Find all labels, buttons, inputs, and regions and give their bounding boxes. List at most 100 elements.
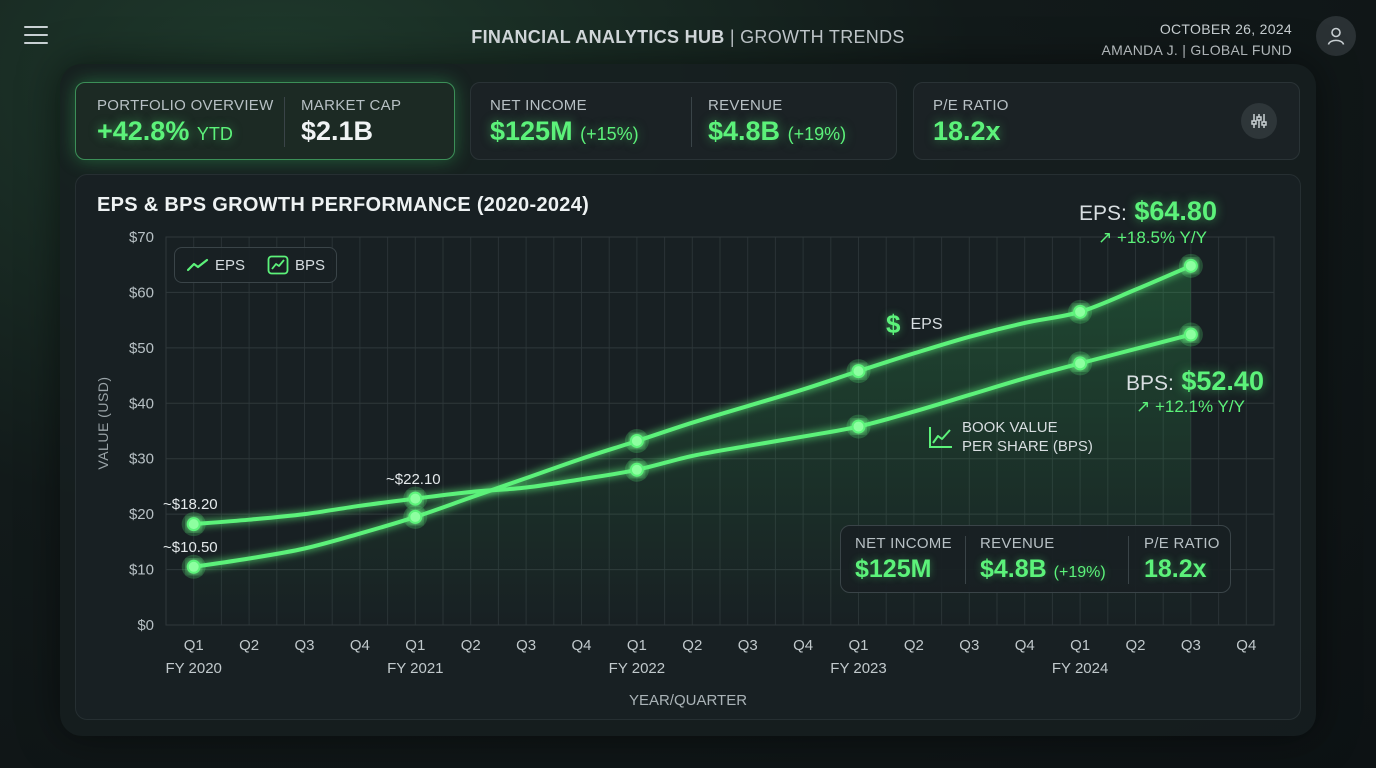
portfolio-value-row: +42.8% YTD — [97, 116, 274, 147]
eps-point — [1073, 304, 1088, 319]
net-income-cell: NET INCOME $125M (+15%) — [490, 83, 639, 161]
net-income-label: NET INCOME — [490, 97, 587, 114]
revenue-change: (+19%) — [787, 124, 847, 144]
bps-point — [1183, 327, 1198, 342]
x-tick-label: Q1 — [1070, 637, 1090, 654]
chart-trend-icon — [929, 427, 952, 448]
dollar-icon: $ — [886, 309, 901, 339]
x-tick-label: Q1 — [184, 637, 204, 654]
portfolio-card[interactable]: PORTFOLIO OVERVIEW +42.8% YTD MARKET CAP… — [75, 82, 455, 160]
x-tick-label: Q1 — [848, 637, 868, 654]
bps-annotation-line2: PER SHARE (BPS) — [962, 438, 1093, 455]
y-tick-label: $10 — [129, 562, 154, 579]
divider — [965, 536, 966, 584]
header-user: AMANDA J. | GLOBAL FUND — [1101, 42, 1292, 58]
pe-ratio-card[interactable]: P/E RATIO 18.2x — [913, 82, 1300, 160]
legend-label-bps: BPS — [295, 256, 326, 274]
portfolio-value: +42.8% — [97, 116, 190, 146]
summary-pe-ratio-value: 18.2x — [1144, 555, 1207, 583]
summary-net-income-label: NET INCOME — [855, 535, 952, 552]
x-tick-label: Q2 — [682, 637, 702, 654]
summary-net-income: NET INCOME $125M — [855, 535, 952, 584]
y-tick-label: $60 — [129, 284, 154, 301]
chart-legend: EPS BPS — [174, 247, 337, 283]
bps-annotation-line1: BOOK VALUE — [962, 419, 1058, 436]
user-icon — [1327, 27, 1345, 45]
x-tick-label: Q3 — [959, 637, 979, 654]
summary-pe-ratio: P/E RATIO 18.2x — [1144, 535, 1220, 584]
eps-line — [191, 263, 1193, 569]
net-income-change: (+15%) — [580, 124, 639, 144]
revenue-label: REVENUE — [708, 97, 783, 114]
x-tick-label: Q1 — [405, 637, 425, 654]
portfolio-cell: PORTFOLIO OVERVIEW +42.8% YTD — [97, 83, 274, 161]
app-title: FINANCIAL ANALYTICS HUB | GROWTH TRENDS — [0, 27, 1376, 48]
app-title-main: FINANCIAL ANALYTICS HUB — [471, 27, 725, 47]
bps-change: ↗ +12.1% Y/Y — [1136, 397, 1245, 416]
legend-item-eps[interactable]: EPS — [187, 257, 245, 274]
start-bps-label: ~$10.50 — [163, 539, 218, 556]
y-tick-label: $40 — [129, 395, 154, 412]
revenue-cell: REVENUE $4.8B (+19%) — [708, 83, 846, 161]
bps-point — [408, 491, 423, 506]
eps-annotation: $ EPS — [886, 309, 942, 340]
x-tick-label: Q4 — [1015, 637, 1035, 654]
x-tick-label: Q2 — [239, 637, 259, 654]
avatar[interactable] — [1316, 16, 1356, 56]
divider — [691, 97, 692, 147]
legend-label-eps: EPS — [215, 256, 246, 274]
summary-revenue-label: REVENUE — [980, 535, 1055, 552]
summary-revenue: REVENUE $4.8B (+19%) — [980, 535, 1106, 584]
legend-item-bps[interactable]: BPS — [267, 255, 325, 275]
x-tick-label: Q4 — [793, 637, 813, 654]
summary-net-income-value: $125M — [855, 555, 932, 583]
pe-ratio-value: 18.2x — [933, 116, 1001, 146]
summary-revenue-value: $4.8B — [980, 555, 1047, 583]
revenue-value: $4.8B — [708, 116, 781, 146]
x-tick-label: Q3 — [1181, 637, 1201, 654]
y-axis-label: VALUE (USD) — [95, 376, 111, 469]
summary-pe-ratio-label: P/E RATIO — [1144, 535, 1220, 552]
divider — [1128, 536, 1129, 584]
eps-annotation-label: EPS — [910, 315, 943, 333]
x-tick-label: Q4 — [1236, 637, 1256, 654]
x-tick-label: Q3 — [738, 637, 758, 654]
x-year-label: FY 2023 — [830, 660, 886, 677]
summary-revenue-value-row: $4.8B (+19%) — [980, 555, 1106, 584]
bps-point — [629, 462, 644, 477]
header-date: OCTOBER 26, 2024 — [1159, 21, 1292, 37]
x-year-label: FY 2024 — [1052, 660, 1108, 677]
y-tick-label: $20 — [129, 506, 154, 523]
header-meta: OCTOBER 26, 2024 AMANDA J. | GLOBAL FUND — [1102, 19, 1293, 61]
y-tick-label: $0 — [137, 617, 154, 634]
trend-line-icon — [187, 258, 209, 272]
divider — [284, 97, 285, 147]
y-tick-label: $30 — [129, 451, 154, 468]
bps-annotation: BOOK VALUE PER SHARE (BPS) — [928, 418, 1093, 456]
net-income-value: $125M — [490, 116, 573, 146]
chart-title: EPS & BPS GROWTH PERFORMANCE (2020-2024) — [97, 194, 590, 216]
menu-icon[interactable] — [24, 26, 48, 44]
x-year-label: FY 2020 — [165, 660, 221, 677]
x-tick-label: Q3 — [516, 637, 536, 654]
x-year-label: FY 2021 — [387, 660, 443, 677]
summary-revenue-change: (+19%) — [1053, 564, 1106, 581]
bps-point — [851, 419, 866, 434]
bps-point — [186, 517, 201, 532]
eps-point — [186, 559, 201, 574]
eps-callout-value: $64.80 — [1134, 196, 1217, 226]
x-year-label: FY 2022 — [609, 660, 665, 677]
x-tick-label: Q4 — [350, 637, 370, 654]
revenue-value-row: $4.8B (+19%) — [708, 116, 846, 147]
x-tick-label: Q3 — [294, 637, 314, 654]
bps-line — [191, 332, 1193, 527]
market-cap-value: $2.1B — [301, 116, 374, 146]
pe-ratio-cell: P/E RATIO 18.2x — [933, 83, 1009, 161]
bps-point — [1073, 356, 1088, 371]
settings-button[interactable] — [1241, 103, 1277, 139]
income-revenue-card[interactable]: NET INCOME $125M (+15%) REVENUE $4.8B (+… — [470, 82, 897, 160]
sliders-icon — [1251, 114, 1267, 128]
x-tick-label: Q4 — [571, 637, 591, 654]
portfolio-label: PORTFOLIO OVERVIEW — [97, 97, 274, 114]
eps-change: ↗ +18.5% Y/Y — [1098, 228, 1207, 247]
